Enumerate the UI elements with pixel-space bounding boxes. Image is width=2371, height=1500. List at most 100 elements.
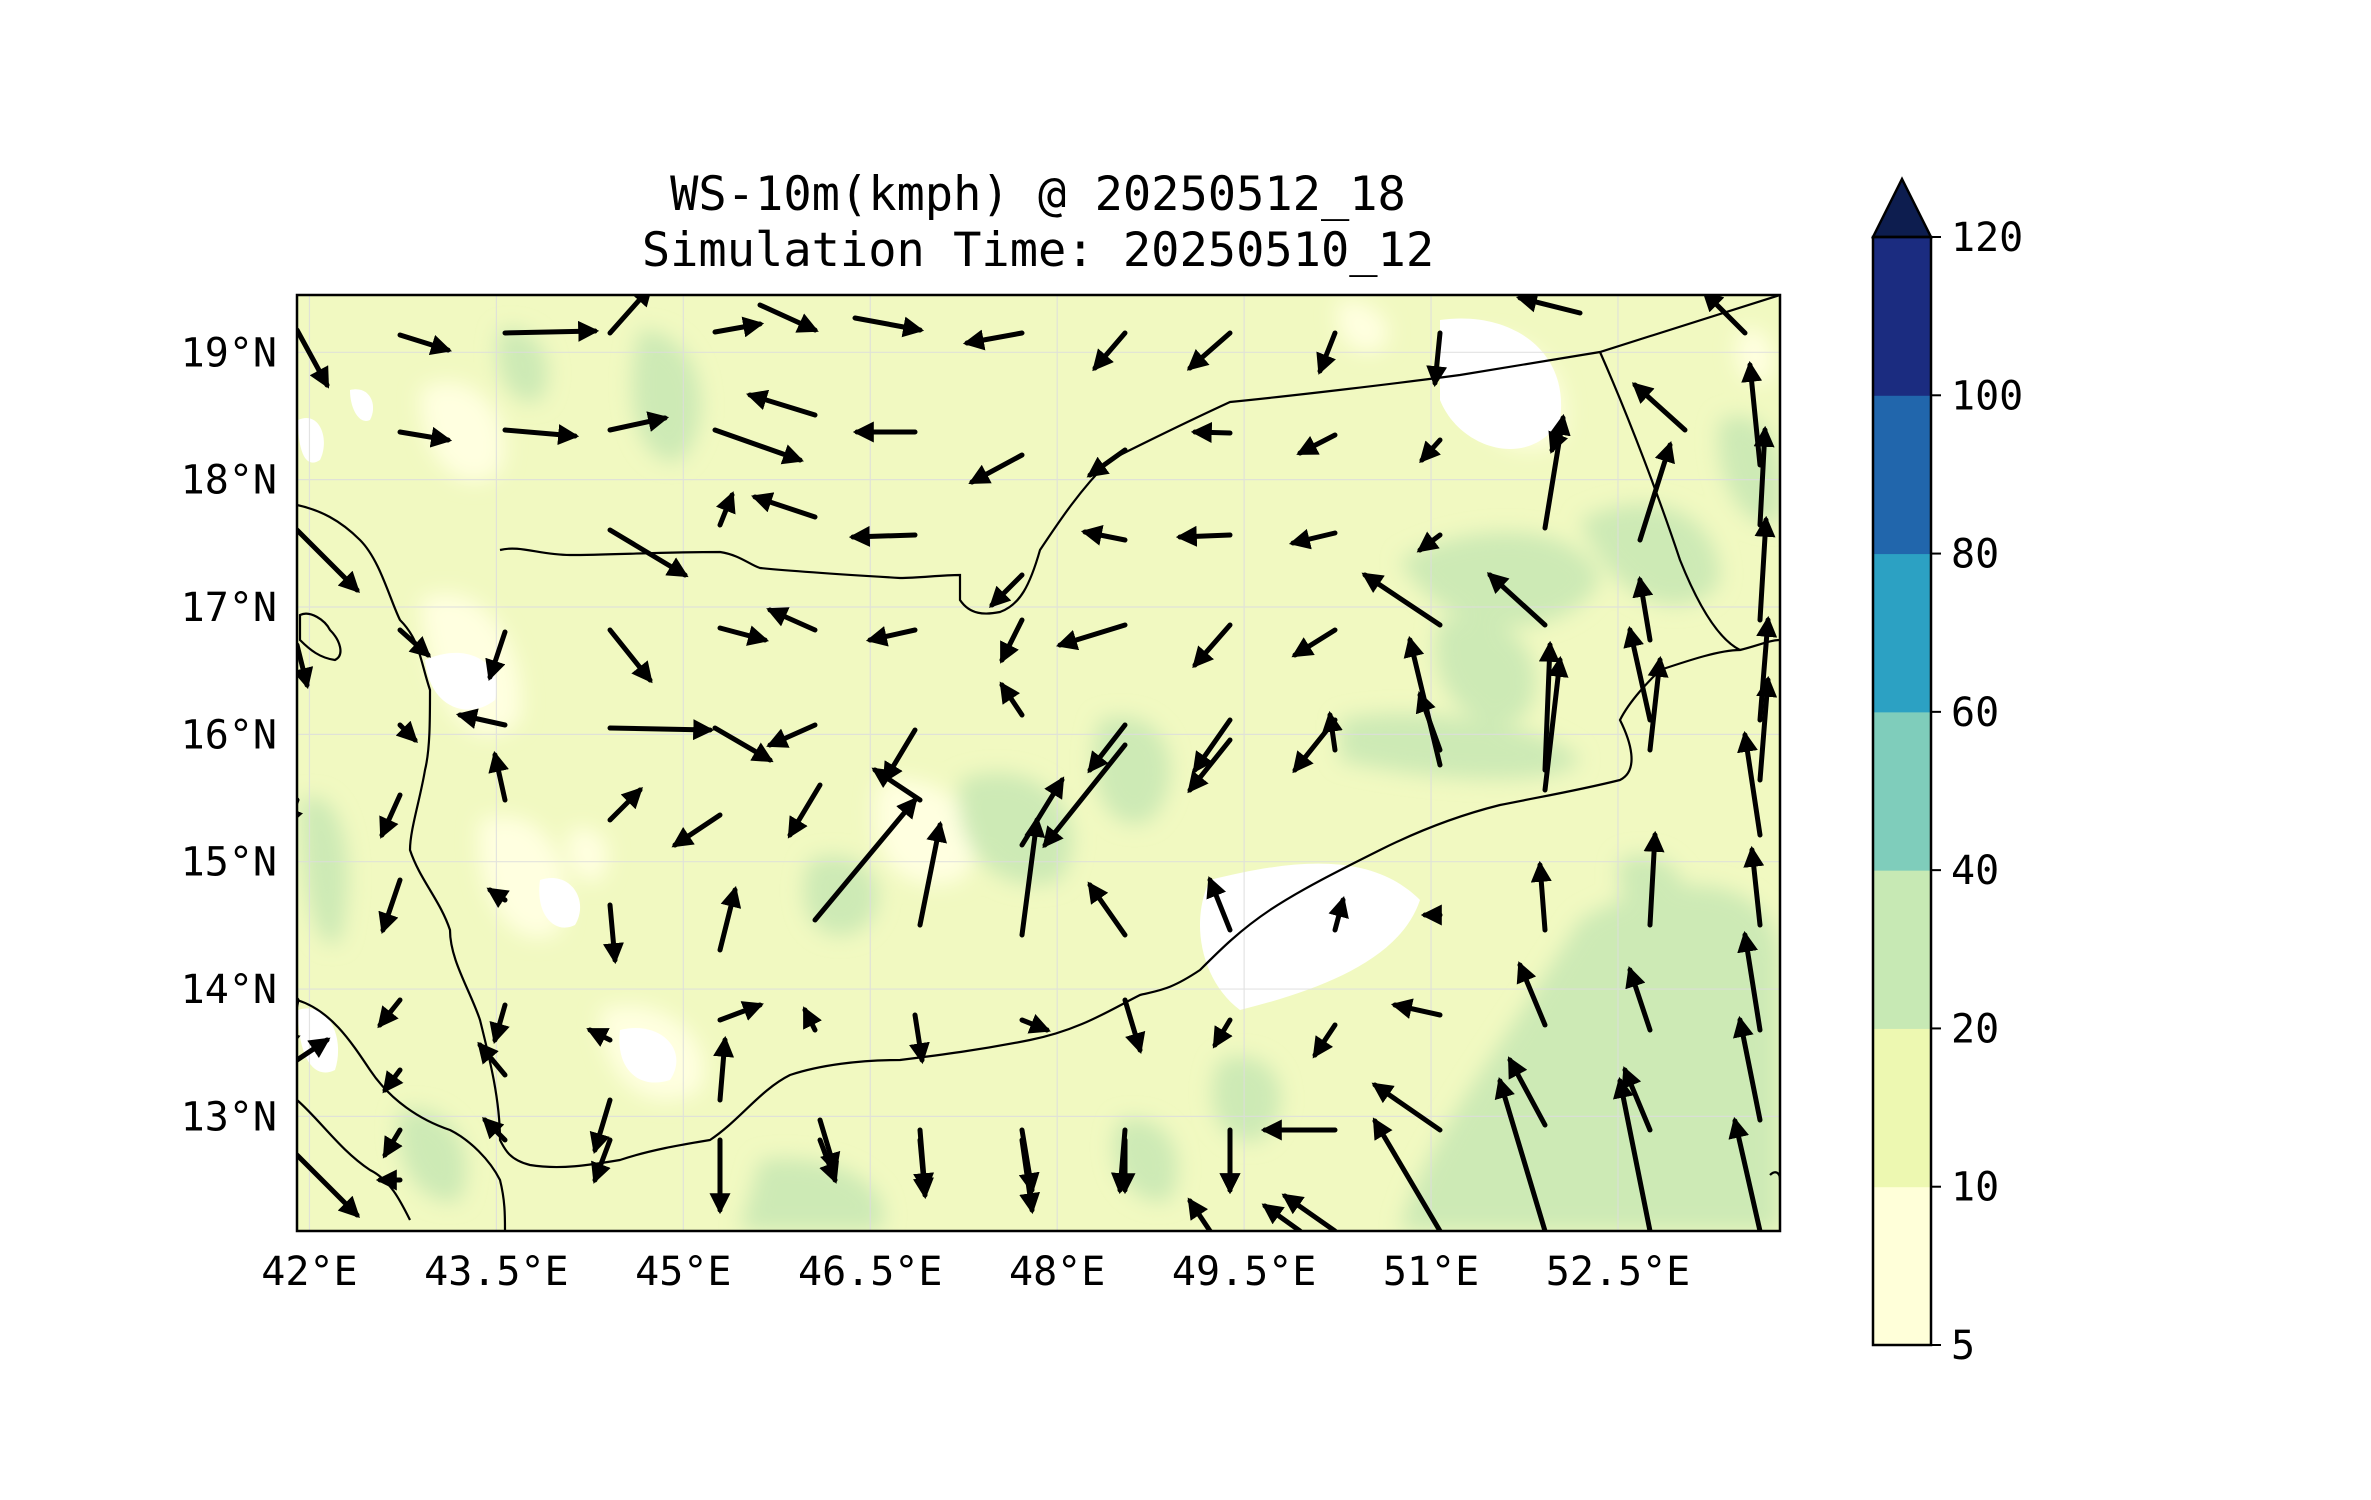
wind-arrow (297, 797, 303, 829)
wind-arrow (502, 320, 600, 342)
wind-arrow (1019, 1137, 1041, 1215)
wind-arrow (717, 625, 770, 646)
colorbar-level-label: 100 (1951, 373, 2023, 419)
y-tick-label: 15°N (181, 840, 277, 886)
colorbar-segment (1873, 711, 1931, 871)
wind-arrow (589, 1097, 613, 1155)
wind-arrow (607, 719, 715, 741)
colorbar-level-label: 40 (1951, 848, 1999, 894)
colorbar-level-label: 80 (1951, 532, 1999, 578)
colorbar-segment (1873, 1028, 1931, 1188)
wind-arrow (297, 1037, 331, 1063)
wind-arrow (591, 1137, 613, 1184)
wind-arrow (1516, 961, 1548, 1028)
wind-arrow (852, 315, 925, 338)
wind-arrow (913, 1137, 934, 1200)
map-subtitle: Simulation Time: 20250510_12 (642, 223, 1434, 278)
wind-arrow (1542, 413, 1571, 531)
wind-arrow (1737, 730, 1763, 838)
x-tick-label: 48°E (1009, 1249, 1105, 1295)
wind-arrow (1087, 881, 1128, 938)
wind-arrow (1542, 655, 1569, 793)
coastlines-and-borders (297, 295, 1780, 1231)
wind-arrow (1741, 360, 1763, 468)
wind-arrow (486, 887, 510, 909)
wind-arrow (716, 491, 736, 528)
wind-arrow (766, 607, 818, 633)
wind-arrow (1415, 691, 1443, 753)
wind-arrow (1187, 737, 1233, 794)
y-tick-label: 13°N (181, 1094, 277, 1140)
wind-arrow (1361, 572, 1443, 628)
wind-arrow (1206, 876, 1233, 933)
wind-arrow (1530, 860, 1552, 933)
wind-arrow (1328, 895, 1349, 933)
wind-arrow (787, 782, 823, 839)
wind-arrow (1515, 295, 1583, 316)
y-tick-label: 14°N (181, 967, 277, 1013)
wind-arrow (1312, 1022, 1338, 1059)
colorbar-segment (1873, 237, 1931, 396)
african-coast-lower (297, 1099, 411, 1221)
wind-arrow (607, 627, 653, 684)
wind-arrow (297, 327, 330, 389)
wind-arrow (607, 411, 670, 433)
wind-arrow (1737, 930, 1763, 1033)
wind-arrow (1753, 425, 1775, 528)
wind-arrow (382, 1127, 403, 1159)
wind-arrow (812, 796, 918, 923)
wind-arrow (766, 722, 818, 748)
wind-arrow (378, 877, 403, 934)
wind-arrow (1372, 1117, 1443, 1231)
map-title: WS-10m(kmph) @ 20250512_18 (670, 167, 1406, 222)
wind-arrow (745, 389, 818, 418)
yemen-saudi-border (499, 295, 1780, 615)
x-tick-label: 49.5°E (1172, 1249, 1317, 1295)
wind-arrow (379, 792, 403, 839)
wind-arrow (502, 424, 580, 446)
wind-arrow (1647, 655, 1669, 753)
wind-arrow (1092, 330, 1128, 372)
wind-arrow (848, 525, 918, 547)
wind-arrow (1042, 742, 1128, 849)
wind-arrow (1754, 515, 1776, 623)
x-tick-label: 52.5°E (1546, 1249, 1691, 1295)
wind-arrow (1643, 830, 1665, 928)
wind-arrow (1486, 572, 1548, 628)
wind-arrow (603, 902, 624, 965)
wind-arrow (1371, 1082, 1443, 1133)
wind-arrow (489, 1002, 510, 1045)
latitude-axis: 19°N 18°N 17°N 16°N 15°N 14°N 13°N (181, 330, 277, 1140)
wind-arrow (377, 997, 403, 1029)
wind-arrow (488, 750, 509, 803)
wind-arrow (482, 1117, 508, 1143)
colorbar-level-label: 5 (1951, 1323, 1975, 1369)
wind-arrow (397, 627, 432, 658)
wind-arrow (1728, 1116, 1763, 1231)
colorbar-level-label: 120 (1951, 215, 2023, 261)
wind-arrow (802, 1006, 822, 1033)
wind-arrow (297, 642, 314, 690)
colorbar: 5 10 20 40 60 80 100 120 (1870, 176, 2023, 1369)
wind-arrow (1288, 528, 1338, 550)
wind-arrow (865, 626, 918, 647)
wind-arrow (607, 787, 643, 823)
colorbar-frame (1871, 235, 1933, 1347)
colorbar-level-label: 20 (1951, 1006, 1999, 1052)
yemen-oman-border (1598, 351, 1741, 651)
wind-arrow (297, 1152, 360, 1218)
wind-arrow (817, 1137, 839, 1184)
map-panel (295, 293, 1782, 1233)
wind-arrow (968, 452, 1025, 485)
arabian-coastline (297, 503, 1780, 1169)
wind-arrow (1426, 330, 1448, 388)
wind-arrow (1192, 717, 1233, 774)
wind-arrow (1186, 330, 1233, 371)
wind-arrow (713, 1035, 735, 1103)
x-tick-label: 46.5°E (798, 1249, 943, 1295)
wind-arrow (1316, 330, 1338, 375)
wind-arrow (397, 332, 453, 356)
y-tick-label: 16°N (181, 712, 277, 758)
x-tick-label: 43.5°E (424, 1249, 569, 1295)
